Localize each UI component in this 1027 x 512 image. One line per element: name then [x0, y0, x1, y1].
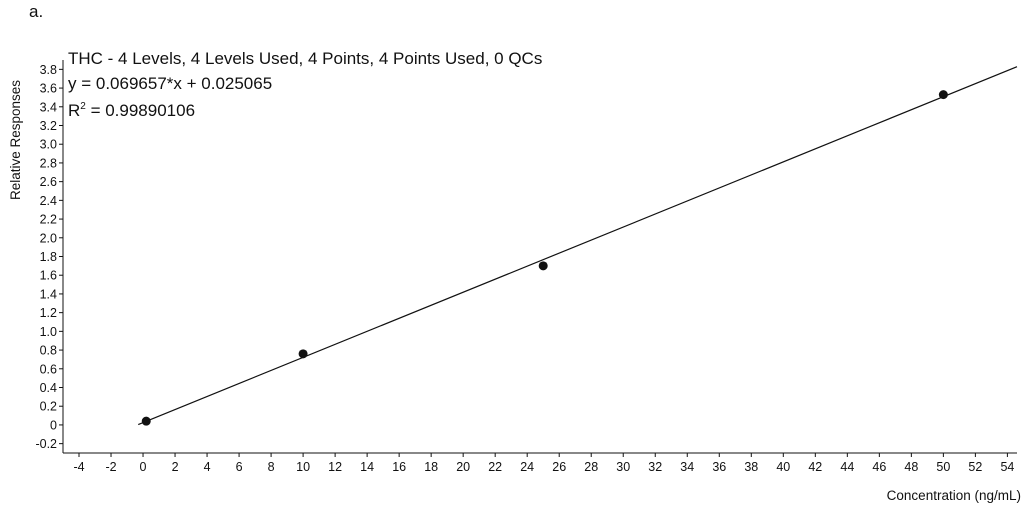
y-tick-label: 1.0 [40, 325, 57, 339]
data-point [538, 261, 548, 271]
x-tick-label: 52 [968, 460, 982, 474]
y-tick-label: 2.2 [40, 213, 57, 227]
x-tick-label: 44 [840, 460, 854, 474]
y-tick-label: 2.6 [40, 175, 57, 189]
r-squared-annotation: R2 = 0.99890106 [68, 101, 195, 120]
x-axis-label: Concentration (ng/mL) [887, 488, 1021, 503]
x-tick-label: 42 [808, 460, 822, 474]
y-tick-label: 0.6 [40, 362, 57, 376]
x-tick-label: 8 [268, 460, 275, 474]
x-tick-label: 38 [744, 460, 758, 474]
data-point [938, 90, 948, 100]
x-tick-label: 20 [456, 460, 470, 474]
x-tick-label: -4 [73, 460, 84, 474]
y-tick-label: 3.2 [40, 119, 57, 133]
x-tick-label: 48 [904, 460, 918, 474]
y-tick-label: 1.6 [40, 269, 57, 283]
y-tick-label: 3.4 [40, 100, 57, 114]
r-squared-superscript: 2 [80, 101, 86, 112]
x-tick-label: 46 [872, 460, 886, 474]
y-tick-label: 0 [50, 418, 57, 432]
r-squared-value: = 0.99890106 [86, 101, 195, 120]
y-axis-label: Relative Responses [8, 80, 23, 200]
x-tick-label: 6 [236, 460, 243, 474]
panel-label: a. [29, 2, 44, 21]
x-tick-label: 26 [552, 460, 566, 474]
x-ticks: -4 -2 0 2 4 6 8 10 12 14 16 18 20 22 24 26 28 30 32 34 36 38 4… [73, 453, 1014, 474]
x-tick-label: 28 [584, 460, 598, 474]
r-squared-label: R [68, 101, 80, 120]
chart-title: THC - 4 Levels, 4 Levels Used, 4 Points,… [68, 49, 542, 68]
x-tick-label: 34 [680, 460, 694, 474]
y-tick-label: 0.2 [40, 400, 57, 414]
x-tick-label: 24 [520, 460, 534, 474]
x-tick-label: 10 [296, 460, 310, 474]
x-tick-label: 40 [776, 460, 790, 474]
x-tick-label: 30 [616, 460, 630, 474]
x-tick-label: -2 [105, 460, 116, 474]
y-tick-label: -0.2 [35, 437, 57, 451]
axes [62, 60, 1017, 454]
x-tick-label: 22 [488, 460, 502, 474]
data-points [141, 90, 948, 426]
y-tick-label: 2.8 [40, 156, 57, 170]
x-tick-label: 4 [204, 460, 211, 474]
y-tick-label: 1.4 [40, 287, 57, 301]
x-tick-label: 12 [328, 460, 342, 474]
x-tick-label: 2 [172, 460, 179, 474]
y-tick-label: 3.8 [40, 63, 57, 77]
data-point [298, 349, 308, 359]
y-tick-label: 1.8 [40, 250, 57, 264]
x-tick-label: 14 [360, 460, 374, 474]
y-tick-label: 1.2 [40, 306, 57, 320]
data-point [141, 416, 151, 426]
y-tick-label: 0.4 [40, 381, 57, 395]
x-tick-label: 50 [936, 460, 950, 474]
x-tick-label: 32 [648, 460, 662, 474]
y-tick-label: 0.8 [40, 344, 57, 358]
regression-equation: y = 0.069657*x + 0.025065 [68, 74, 272, 93]
y-ticks: -0.2 0 0.2 0.4 0.6 0.8 1.0 1.2 1.4 1.6 1.8 2.0 2.2 2.… [35, 63, 63, 451]
x-tick-label: 54 [1000, 460, 1014, 474]
y-tick-label: 2.0 [40, 231, 57, 245]
regression-line [138, 66, 1018, 426]
y-tick-label: 3.0 [40, 138, 57, 152]
y-tick-label: 3.6 [40, 82, 57, 96]
x-tick-label: 0 [140, 460, 147, 474]
x-tick-label: 18 [424, 460, 438, 474]
y-tick-label: 2.4 [40, 194, 57, 208]
x-tick-label: 36 [712, 460, 726, 474]
x-tick-label: 16 [392, 460, 406, 474]
